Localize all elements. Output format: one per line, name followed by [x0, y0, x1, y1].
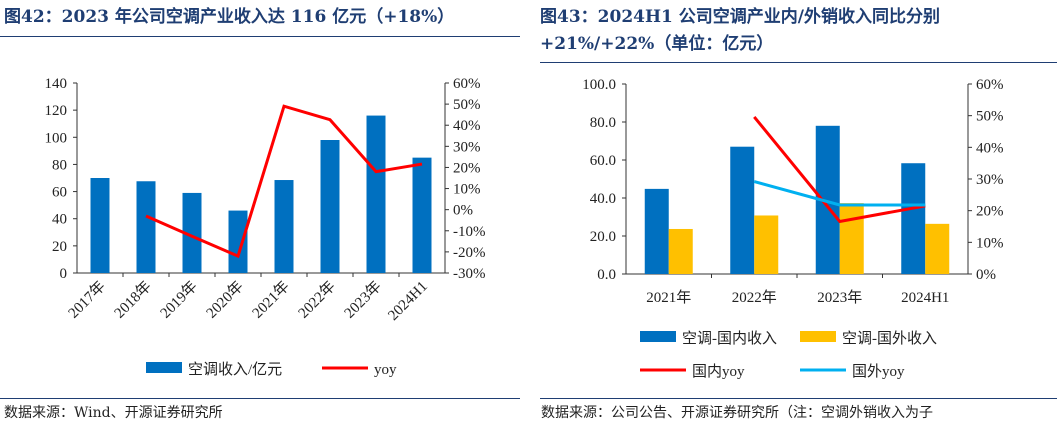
right-title-line2: +21%/+22%（单位：亿元）: [540, 34, 774, 54]
y-left-tick-label: 0.0: [597, 267, 616, 283]
bar: [839, 203, 864, 274]
x-tick-label: 2021年: [646, 289, 691, 306]
y-right-tick-label: -30%: [453, 266, 486, 282]
y-right-tick-label: -20%: [453, 245, 486, 261]
right-chart-title: 图43：2024H1 公司空调产业内/外销收入同比分别 +21%/+22%（单位…: [540, 4, 1057, 58]
y-right-tick-label: 20%: [453, 160, 481, 176]
line-yoy: [145, 104, 423, 259]
left-title-rule: [0, 36, 520, 37]
left-chart: 0 20 40 60 80 100 120 140 -30% -20% -10% 0% 10% 20% 30…: [45, 76, 486, 378]
bar: [90, 178, 110, 273]
y-left-tick-label: 140: [45, 76, 68, 92]
y-right-tick-label: 30%: [453, 139, 481, 155]
right-title-line1: 图43：2024H1 公司空调产业内/外销收入同比分别: [540, 7, 940, 27]
bar: [901, 163, 926, 274]
left-source: 数据来源：Wind、开源证券研究所: [4, 405, 223, 421]
x-tick-label: 2022年: [732, 289, 777, 306]
y-left-tick-label: 40: [52, 212, 67, 228]
y-left-tick-label: 40.0: [590, 191, 616, 207]
y-left-tick-label: 100.0: [582, 77, 616, 93]
bar: [668, 228, 693, 274]
y-left-tick-label: 80: [52, 157, 67, 173]
y-right-tick-label: -10%: [453, 224, 486, 240]
legend-swatch: [800, 331, 836, 342]
bar: [644, 188, 669, 274]
bar: [182, 192, 202, 273]
right-title-rule: [540, 62, 1057, 63]
y-right-tick-label: 40%: [453, 118, 481, 134]
right-source: 数据来源：公司公告、开源证券研究所（注：空调外销收入为子: [541, 405, 933, 421]
left-chart-title: 图42：2023 年公司空调产业收入达 116 亿元（+18%）: [4, 7, 455, 27]
right-source-rule: [540, 398, 1057, 399]
left-source-rule: [0, 398, 520, 399]
y-right-tick-label: 50%: [453, 97, 481, 113]
y-right-tick-label: 0%: [976, 267, 996, 283]
legend-label: yoy: [374, 362, 397, 378]
legend-swatch: [640, 331, 676, 342]
y-left-tick-label: 20.0: [590, 229, 616, 245]
bar: [925, 223, 950, 274]
y-right-tick-label: 50%: [976, 109, 1004, 125]
y-left-tick-label: 80.0: [590, 115, 616, 131]
y-left-tick-label: 60.0: [590, 153, 616, 169]
y-right-tick-label: 30%: [976, 172, 1004, 188]
bar: [366, 115, 386, 273]
legend-label: 国外yoy: [852, 363, 905, 380]
y-right-tick-label: 60%: [976, 77, 1004, 93]
bar: [754, 215, 779, 274]
legend-label: 空调-国内收入: [682, 330, 777, 347]
bar: [412, 157, 432, 273]
x-tick-label: 2024H1: [901, 290, 949, 306]
bar: [730, 146, 755, 274]
y-right-tick-label: 10%: [976, 235, 1004, 251]
right-chart: 0.0 20.0 40.0 60.0 80.0 100.0 0% 10% 20% 30% 40% 50…: [582, 77, 1004, 380]
legend-swatch: [146, 362, 182, 373]
y-left-tick-label: 0: [60, 266, 68, 282]
y-right-tick-label: 0%: [453, 203, 473, 219]
line-国外yoy: [753, 180, 926, 207]
bar: [228, 210, 248, 273]
y-right-tick-label: 60%: [453, 76, 481, 92]
y-right-tick-label: 10%: [453, 182, 481, 198]
legend-label: 国内yoy: [692, 363, 745, 380]
bar: [274, 180, 294, 273]
bar: [136, 181, 156, 273]
y-left-tick-label: 20: [52, 239, 67, 255]
y-left-tick-label: 60: [52, 185, 67, 201]
y-right-tick-label: 20%: [976, 204, 1004, 220]
y-right-tick-label: 40%: [976, 140, 1004, 156]
y-left-tick-label: 120: [45, 103, 68, 119]
line-国内yoy: [753, 115, 926, 224]
legend-label: 空调收入/亿元: [188, 361, 282, 378]
legend-label: 空调-国外收入: [842, 330, 937, 347]
bar: [320, 140, 340, 273]
x-tick-label: 2023年: [817, 289, 862, 306]
y-left-tick-label: 100: [45, 130, 68, 146]
